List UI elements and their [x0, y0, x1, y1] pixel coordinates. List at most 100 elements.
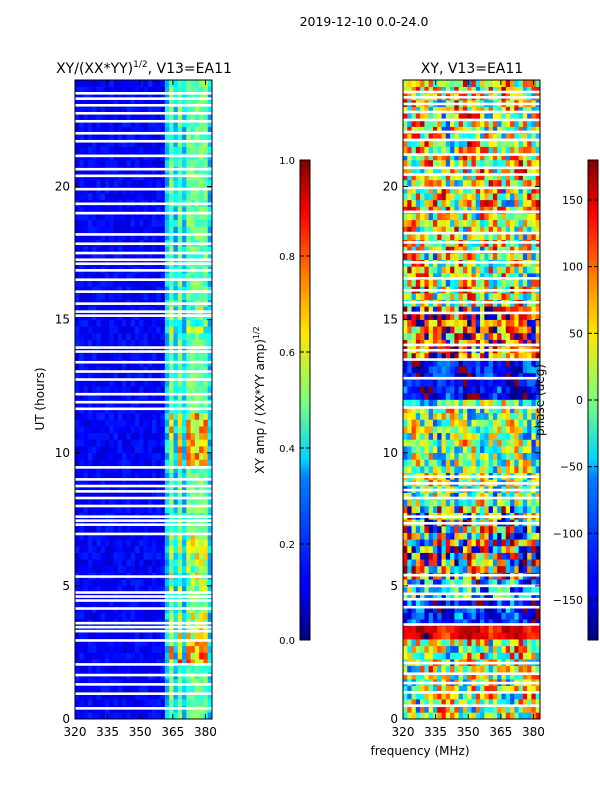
heatmap-cell: [531, 426, 537, 434]
heatmap-cell: [203, 659, 209, 667]
heatmap-cell: [203, 273, 209, 280]
heatmap-cell: [441, 625, 447, 633]
heatmap-cell: [199, 486, 204, 493]
heatmap-cell: [122, 332, 127, 340]
heatmap-cell: [169, 193, 174, 201]
heatmap-cell: [173, 506, 179, 513]
heatmap-cell: [104, 179, 110, 187]
heatmap-cell: [514, 619, 519, 627]
heatmap-cell: [497, 332, 502, 340]
heatmap-cell: [501, 592, 507, 600]
heatmap-cell: [130, 392, 136, 400]
heatmap-cell: [182, 486, 187, 493]
heatmap-cell: [156, 426, 161, 434]
heatmap-cell: [75, 539, 80, 547]
heatmap-cell: [480, 492, 485, 500]
heatmap-cell: [535, 446, 540, 454]
heatmap-cell: [441, 645, 447, 653]
heatmap-cell: [407, 352, 412, 360]
heatmap-cell: [203, 519, 209, 527]
heatmap-cell: [139, 133, 144, 141]
heatmap-cell: [505, 466, 511, 474]
heatmap-cell: [462, 599, 468, 607]
heatmap-cell: [79, 599, 84, 607]
heatmap-cell: [514, 532, 519, 540]
heatmap-cell: [480, 632, 485, 640]
heatmap-cell: [441, 639, 447, 647]
heatmap-cell: [152, 273, 157, 280]
heatmap-cell: [484, 386, 489, 394]
heatmap-cell: [117, 419, 123, 427]
heatmap-cell: [535, 552, 540, 560]
heatmap-cell: [122, 652, 127, 660]
heatmap-cell: [488, 379, 494, 387]
flagged-gap-line: [75, 187, 212, 191]
heatmap-cell: [117, 499, 123, 507]
heatmap-cell: [152, 712, 157, 719]
heatmap-cell: [75, 545, 80, 553]
heatmap-cell: [437, 632, 442, 640]
heatmap-cell: [454, 352, 459, 360]
heatmap-cell: [104, 326, 110, 334]
heatmap-cell: [437, 625, 442, 633]
heatmap-cell: [75, 253, 80, 261]
heatmap-cell: [531, 432, 537, 440]
heatmap-cell: [420, 499, 425, 507]
heatmap-cell: [450, 452, 455, 460]
heatmap-cell: [109, 545, 114, 553]
heatmap-cell: [126, 352, 131, 360]
heatmap-cell: [186, 159, 191, 167]
heatmap-cell: [488, 359, 494, 367]
heatmap-cell: [484, 506, 489, 513]
heatmap-cell: [199, 565, 204, 573]
heatmap-cell: [152, 532, 157, 540]
heatmap-cell: [428, 559, 434, 567]
heatmap-cell: [126, 106, 131, 114]
heatmap-cell: [203, 559, 209, 567]
heatmap-cell: [411, 452, 417, 460]
heatmap-cell: [117, 86, 123, 94]
heatmap-cell: [415, 672, 421, 680]
heatmap-cell: [143, 439, 149, 447]
heatmap-cell: [203, 179, 209, 187]
heatmap-cell: [428, 619, 434, 627]
heatmap-cell: [424, 605, 429, 613]
heatmap-cell: [522, 645, 528, 653]
heatmap-cell: [160, 106, 166, 114]
heatmap-cell: [458, 559, 464, 567]
heatmap-cell: [484, 652, 489, 660]
heatmap-cell: [203, 339, 209, 347]
heatmap-cell: [471, 412, 477, 420]
heatmap-cell: [117, 159, 123, 167]
heatmap-cell: [424, 579, 429, 587]
heatmap-cell: [199, 126, 204, 134]
heatmap-cell: [122, 346, 127, 354]
heatmap-cell: [109, 253, 114, 261]
heatmap-cell: [96, 279, 101, 287]
heatmap-cell: [207, 579, 212, 587]
heatmap-cell: [126, 273, 131, 280]
heatmap-cell: [207, 459, 212, 467]
heatmap-cell: [122, 532, 127, 540]
heatmap-cell: [104, 699, 110, 706]
heatmap-cell: [454, 525, 459, 533]
heatmap-cell: [518, 426, 524, 434]
heatmap-cell: [143, 712, 149, 719]
heatmap-cell: [177, 426, 183, 434]
heatmap-cell: [109, 492, 114, 500]
heatmap-cell: [186, 119, 191, 127]
heatmap-cell: [87, 386, 93, 394]
heatmap-cell: [484, 552, 489, 560]
heatmap-cell: [462, 619, 468, 627]
heatmap-cell: [79, 159, 84, 167]
heatmap-cell: [424, 652, 429, 660]
heatmap-cell: [173, 612, 179, 620]
heatmap-cell: [83, 439, 89, 447]
heatmap-cell: [96, 499, 101, 507]
heatmap-cell: [415, 619, 421, 627]
heatmap-cell: [169, 659, 174, 667]
heatmap-cell: [424, 379, 429, 387]
heatmap-cell: [194, 652, 200, 660]
heatmap-cell: [139, 525, 144, 533]
heatmap-cell: [510, 665, 515, 673]
